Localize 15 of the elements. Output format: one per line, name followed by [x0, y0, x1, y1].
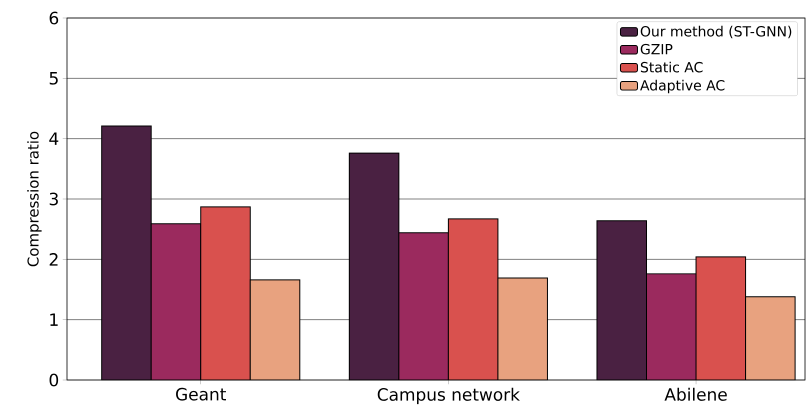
legend-label: Our method (ST-GNN) [640, 26, 792, 38]
legend-label: Static AC [640, 62, 703, 72]
y-tick-label: 4 [49, 132, 58, 145]
x-tick-label: Campus network [378, 388, 520, 404]
y-tick-label: 2 [50, 253, 58, 266]
y-axis-title: Compression ratio [27, 132, 42, 266]
y-tick-label: 3 [50, 192, 58, 206]
x-tick-label: Abilene [664, 388, 727, 401]
y-tick-label: 0 [50, 374, 58, 386]
legend-label: GZIP [640, 44, 672, 54]
y-tick-label: 6 [50, 12, 58, 24]
x-tick-label: Geant [176, 388, 226, 401]
y-tick-label: 1 [50, 313, 58, 326]
legend-label: Adaptive AC [640, 80, 724, 94]
y-tick-label: 5 [50, 72, 58, 85]
